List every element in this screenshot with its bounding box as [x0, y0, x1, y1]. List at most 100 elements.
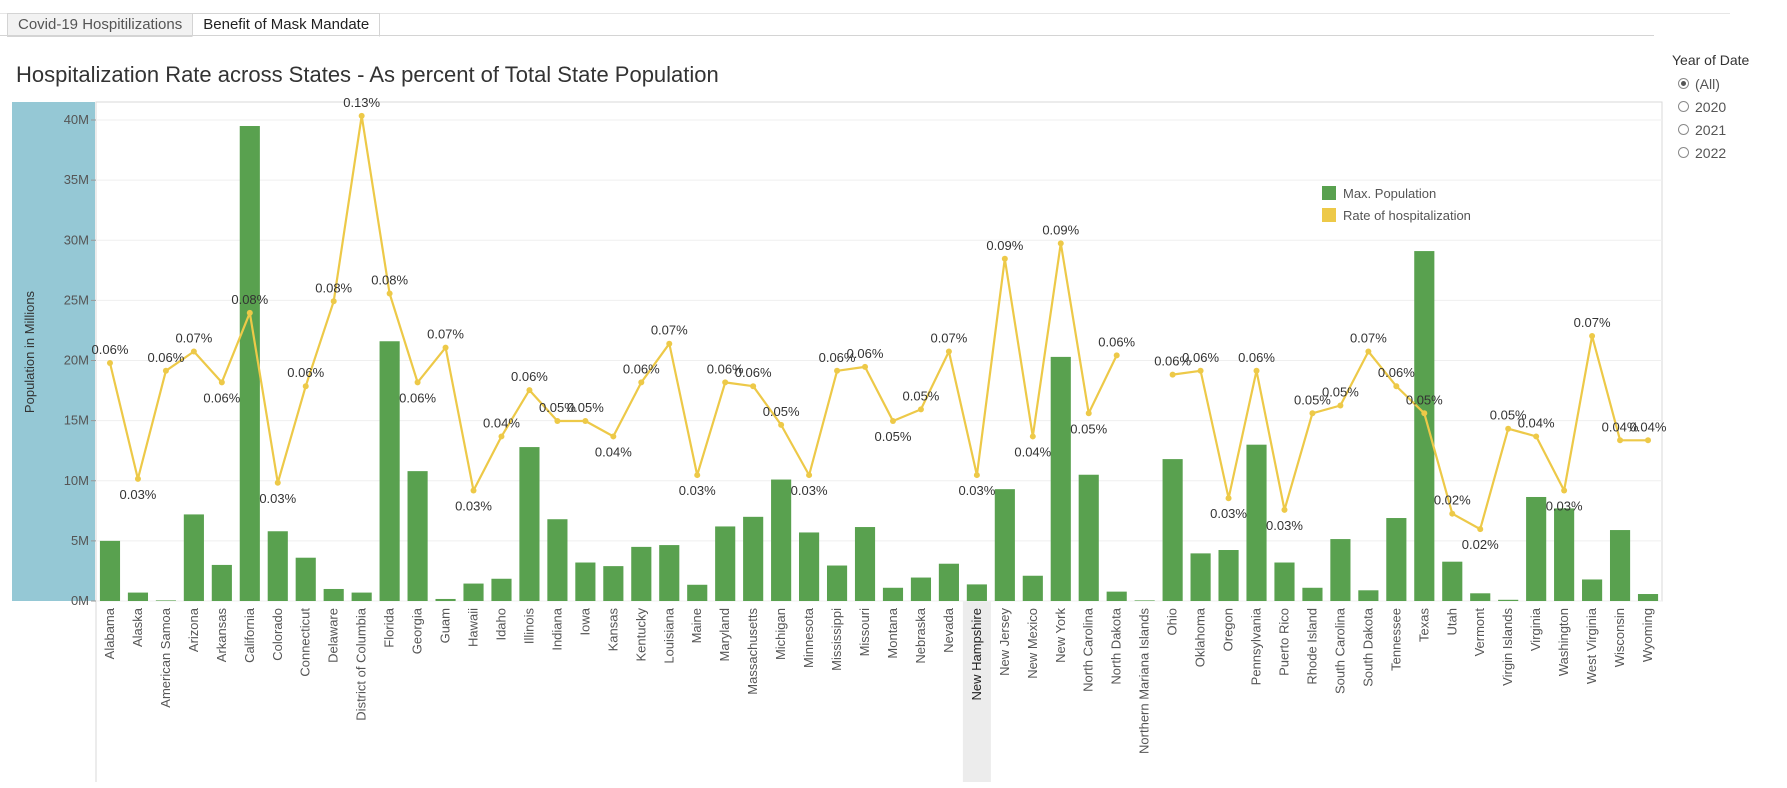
bar [1274, 562, 1295, 601]
x-tick-label: Idaho [494, 608, 509, 641]
bar [1470, 593, 1491, 601]
filter-option-all[interactable]: (All) [1672, 72, 1782, 95]
y-tick-label: 25M [64, 292, 89, 307]
line-point [1001, 255, 1008, 262]
chart-title: Hospitalization Rate across States - As … [16, 62, 719, 87]
x-tick-label: Wisconsin [1612, 608, 1627, 667]
x-tick-label: Northern Mariana Islands [1137, 608, 1152, 754]
data-label: 0.07% [651, 323, 688, 338]
line-point [414, 379, 421, 386]
x-tick-label: West Virginia [1584, 607, 1599, 684]
data-label: 0.07% [175, 330, 212, 345]
data-label: 0.06% [819, 350, 856, 365]
line-point [1113, 352, 1120, 359]
x-tick-label: New Jersey [997, 608, 1012, 676]
x-tick-label: Ohio [1165, 608, 1180, 635]
bar [1246, 444, 1267, 601]
x-tick-label: Guam [438, 608, 453, 643]
data-label: 0.05% [875, 429, 912, 444]
bar [351, 592, 372, 601]
filter-option-label: 2021 [1695, 121, 1727, 138]
radio-icon[interactable] [1678, 101, 1689, 112]
bar [603, 566, 624, 601]
line-point [722, 379, 729, 386]
line-point [1533, 433, 1540, 440]
line-point [246, 309, 253, 316]
bar [1302, 587, 1323, 601]
line-point [106, 360, 113, 367]
bar [435, 598, 456, 601]
radio-icon[interactable] [1678, 78, 1689, 89]
bar [323, 588, 344, 601]
legend-swatch-population [1322, 186, 1336, 200]
x-tick-label: Georgia [410, 607, 425, 654]
line-point [694, 472, 701, 479]
filter-option-2022[interactable]: 2022 [1672, 141, 1782, 164]
tab-benefit-of-mask-mandate[interactable]: Benefit of Mask Mandate [192, 13, 381, 37]
bar [519, 447, 540, 601]
filter-option-2021[interactable]: 2021 [1672, 118, 1782, 141]
bar [771, 479, 792, 601]
bar [1358, 590, 1379, 601]
bar [910, 577, 932, 601]
radio-icon[interactable] [1678, 147, 1689, 158]
year-filter: Year of Date (All) 2020 2021 2022 [1672, 52, 1782, 164]
x-tick-label: Nebraska [913, 607, 928, 663]
line-point [1589, 333, 1596, 340]
x-tick-label: Nevada [941, 607, 956, 653]
y-tick-label: 15M [64, 413, 89, 428]
line-point [1057, 240, 1064, 247]
data-label: 0.04% [1630, 419, 1667, 434]
bar [1442, 561, 1463, 601]
line-point [973, 472, 980, 479]
x-tick-label: Montana [885, 607, 900, 658]
data-label: 0.06% [1182, 350, 1219, 365]
line-point [1309, 410, 1316, 417]
line-point [1337, 402, 1344, 409]
filter-option-label: 2022 [1695, 144, 1727, 161]
line-point [1281, 506, 1288, 513]
sheet-tabs: Covid-19 Hospitilizations Benefit of Mas… [7, 13, 381, 37]
radio-icon[interactable] [1678, 124, 1689, 135]
line-point [274, 479, 281, 486]
bar [631, 546, 652, 601]
line-point [1225, 495, 1232, 502]
bar [799, 532, 820, 601]
x-tick-label: Maine [689, 608, 704, 643]
data-label: 0.06% [1238, 350, 1275, 365]
x-tick-label: Alaska [130, 607, 145, 647]
tab-strip-divider [0, 35, 1654, 36]
y-tick-label: 35M [64, 172, 89, 187]
bar [1050, 356, 1071, 601]
x-tick-label: Minnesota [801, 607, 816, 668]
data-label: 0.02% [1434, 493, 1471, 508]
data-label: 0.05% [1322, 385, 1359, 400]
bar [463, 583, 484, 601]
bar [1218, 550, 1239, 601]
x-tick-label: District of Columbia [354, 607, 369, 720]
data-label: 0.05% [1406, 392, 1443, 407]
x-tick-label: New Mexico [1025, 608, 1040, 679]
x-tick-label: Wyoming [1640, 608, 1655, 662]
line-point [1477, 526, 1484, 533]
line-point [190, 348, 197, 355]
data-label: 0.04% [1602, 419, 1639, 434]
data-label: 0.06% [1154, 354, 1191, 369]
x-tick-label: Indiana [549, 607, 564, 650]
filter-option-2020[interactable]: 2020 [1672, 95, 1782, 118]
line-point [1449, 510, 1456, 517]
bar [239, 126, 260, 601]
bar [295, 557, 316, 601]
x-tick-label: Pennsylvania [1249, 607, 1264, 685]
bar [882, 587, 904, 601]
line-point [1085, 410, 1092, 417]
x-tick-label: South Dakota [1360, 607, 1375, 687]
x-tick-label: Alabama [102, 607, 117, 659]
bar [575, 562, 596, 601]
line-point [806, 472, 813, 479]
bar [1526, 496, 1547, 601]
tab-covid-hospitalizations[interactable]: Covid-19 Hospitilizations [7, 13, 193, 37]
x-tick-label: Connecticut [298, 608, 313, 677]
data-label: 0.08% [231, 292, 268, 307]
bar [1078, 474, 1099, 601]
